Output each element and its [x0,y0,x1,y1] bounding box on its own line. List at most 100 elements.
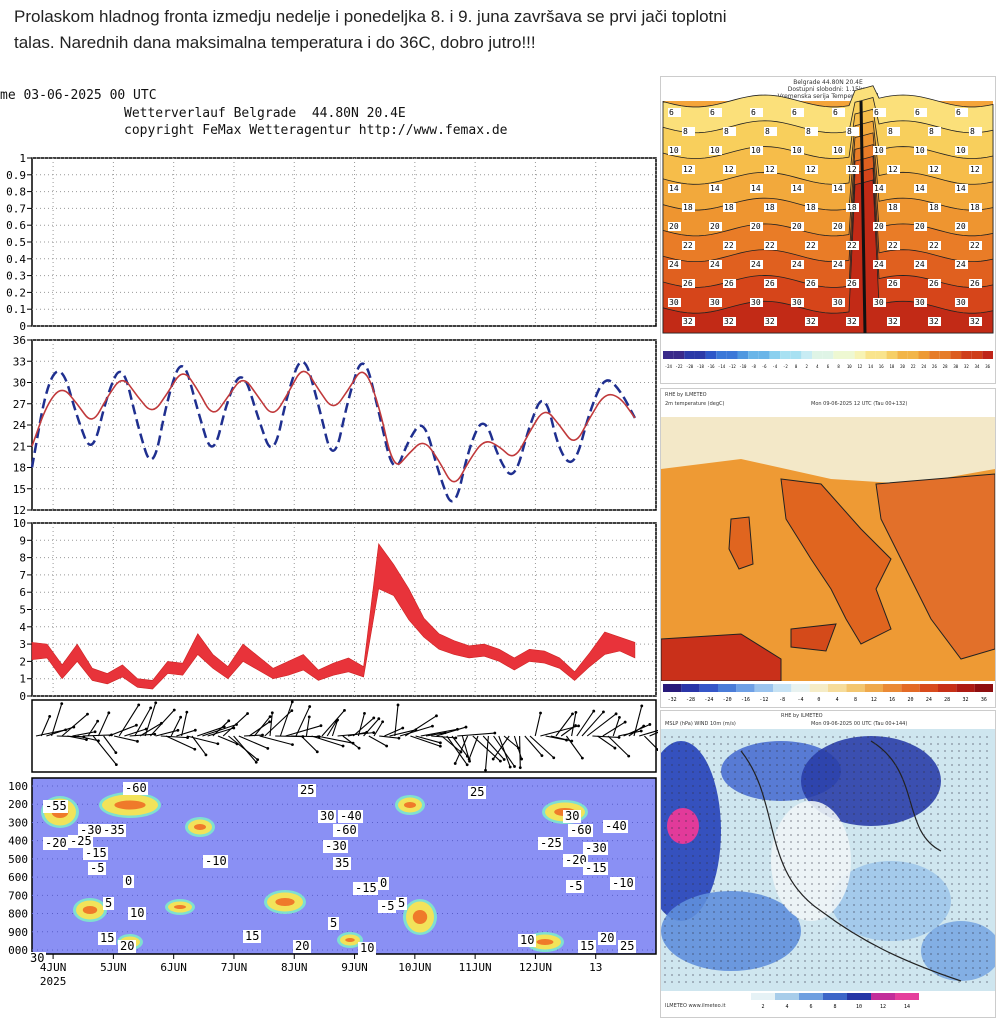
wind-vector-dot [727,785,729,787]
wind-vector-dot [769,967,771,969]
wind-vector-dot [727,890,729,892]
wind-vector-dot [769,750,771,752]
wind-vector-dot [713,834,715,836]
wind-vector-dot [923,883,925,885]
wind-vector-dot [664,778,666,780]
wind-vector-dot [930,736,932,738]
wind-vector-dot [818,960,820,962]
wind-vector-dot [930,939,932,941]
wind-barb [628,725,645,737]
wind-vector-dot [804,897,806,899]
wind-vector-dot [713,890,715,892]
wind-vector-dot [699,869,701,871]
wind-barb-head [254,760,258,764]
wind-barb-head [435,714,438,718]
wind-vector-dot [776,820,778,822]
wind-vector-dot [776,813,778,815]
wind-vector-dot [916,813,918,815]
wind-vector-dot [720,736,722,738]
wind-vector-dot [678,960,680,962]
pressure-level-label: 000 [8,944,28,957]
wind-vector-dot [741,834,743,836]
isotherm-label: 24 [874,260,884,269]
wind-barb [503,735,519,749]
wind-vector-dot [748,743,750,745]
colorbar-tick: 6 [827,364,830,369]
wind-vector-dot [818,862,820,864]
wind-vector-dot [776,785,778,787]
wind-vector-dot [755,764,757,766]
wind-vector-dot [930,834,932,836]
wind-vector-dot [783,799,785,801]
wind-vector-dot [902,967,904,969]
wind-vector-dot [860,876,862,878]
wind-vector-dot [790,904,792,906]
wind-vector-dot [979,771,981,773]
wind-vector-dot [825,785,827,787]
pressure-level-label: 700 [8,889,28,902]
isotherm-label-box [846,279,859,288]
wind-vector-dot [797,953,799,955]
wind-vector-dot [832,806,834,808]
wind-vector-dot [937,890,939,892]
wind-vector-dot [783,771,785,773]
wind-vector-dot [706,911,708,913]
wind-vector-dot [888,736,890,738]
wind-vector-dot [923,974,925,976]
wind-vector-dot [839,883,841,885]
wind-vector-dot [720,862,722,864]
cloud-label-box [318,810,336,823]
wind-vector-dot [874,960,876,962]
wind-barb [519,735,521,768]
wind-vector-dot [678,953,680,955]
wind-vector-dot [797,743,799,745]
isotherm-label: 26 [970,279,980,288]
wind-vector-dot [699,953,701,955]
wind-vector-dot [818,848,820,850]
wind-vector-dot [762,967,764,969]
wind-barb [72,731,96,737]
wind-vector-dot [671,932,673,934]
wind-vector-dot [811,792,813,794]
wind-vector-dot [965,834,967,836]
wind-vector-dot [874,792,876,794]
wind-vector-dot [734,743,736,745]
cloud-temperature-label: 15 [245,929,259,943]
wind-vector-dot [678,813,680,815]
wind-vector-dot [874,967,876,969]
colorbar-tick: 2 [805,364,808,369]
wind-barb-head [396,703,400,707]
wind-barb [326,720,337,737]
wind-vector-dot [685,771,687,773]
wind-vector-dot [881,792,883,794]
wind-vector-dot [909,953,911,955]
temperature-cross-section-panel: Belgrade 44.80N 20.4E Dostupni slobodni:… [660,76,996,384]
cloud-blob-core [345,938,355,942]
wind-vector-dot [825,834,827,836]
wind-vector-dot [853,918,855,920]
wind-vector-dot [965,974,967,976]
wind-vector-dot [916,953,918,955]
wind-vector-dot [734,932,736,934]
wind-vector-dot [937,967,939,969]
wind-vector-dot [671,813,673,815]
wind-barb-head [640,704,644,708]
temperature-map-panel: RHE by ILMETEO 2m temperature (degC) Mon… [660,388,996,708]
wind-vector-dot [902,771,904,773]
wind-vector-dot [888,960,890,962]
wind-vector-dot [776,918,778,920]
wind-vector-dot [734,967,736,969]
wind-vector-dot [783,897,785,899]
wind-vector-dot [727,778,729,780]
wind-vector-dot [818,883,820,885]
wind-vector-dot [783,869,785,871]
wind-vector-dot [825,764,827,766]
isotherm-label-box [805,203,818,212]
wind-barb-head [518,766,522,770]
wind-vector-dot [706,960,708,962]
cloud-temperature-label: 15 [100,931,114,945]
wind-vector-dot [804,862,806,864]
wind-vector-dot [846,757,848,759]
wind-vector-dot [776,890,778,892]
wind-vector-dot [741,813,743,815]
